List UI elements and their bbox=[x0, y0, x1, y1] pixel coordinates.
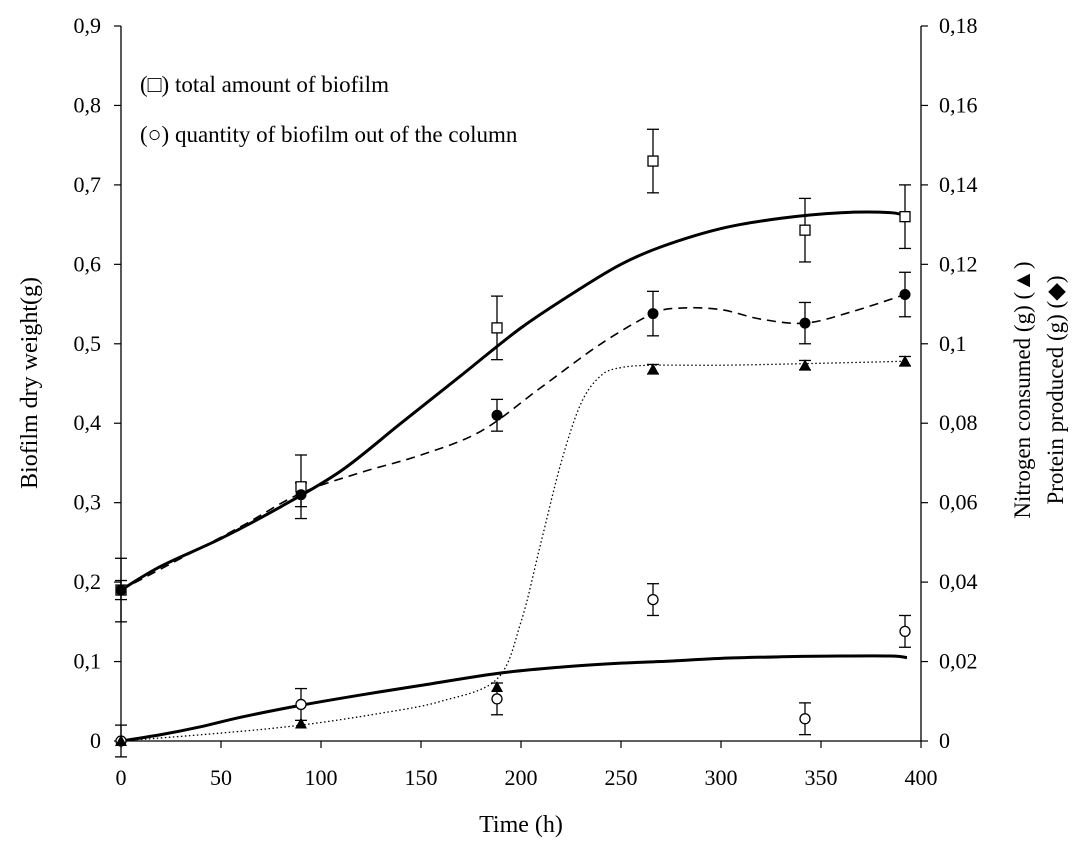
data-point-square bbox=[647, 155, 659, 167]
data-point-square bbox=[491, 322, 503, 334]
y2-axis-label-nitrogen: Nitrogen consumed (g) (▲) bbox=[1010, 261, 1035, 518]
data-point-filled-circle bbox=[899, 289, 911, 301]
data-point-filled-circle bbox=[295, 489, 307, 501]
data-point-triangle bbox=[799, 359, 811, 371]
y2-tick-label: 0,16 bbox=[939, 92, 978, 117]
data-point-triangle bbox=[647, 363, 659, 375]
data-point-open-circle bbox=[295, 698, 307, 711]
ticks: 0 50 100 150 200 250 300 350 40000,10,20,30,40,5… bbox=[74, 13, 978, 790]
y2-tick-label: 0,08 bbox=[939, 410, 978, 435]
fit-curve-solid-thick bbox=[120, 210, 908, 592]
y2-tick-label: 0,06 bbox=[939, 490, 978, 515]
x-tick-label: 50 bbox=[210, 765, 232, 790]
fit-curves bbox=[120, 210, 908, 743]
y2-tick-label: 0,14 bbox=[939, 172, 978, 197]
y2-tick-label: 0,1 bbox=[939, 331, 967, 356]
legend: (□) total amount of biofilm (○) quantity… bbox=[140, 72, 518, 147]
y-tick-label: 0,6 bbox=[74, 251, 102, 276]
data-point-open-circle bbox=[799, 713, 811, 725]
x-tick-label: 250 bbox=[605, 765, 638, 790]
y-axis-label: Biofilm dry weight(g) bbox=[17, 277, 43, 489]
data-point-square bbox=[799, 224, 811, 236]
legend-entry-total-biofilm: (□) total amount of biofilm bbox=[140, 72, 389, 97]
y2-tick-label: 0,02 bbox=[939, 649, 978, 674]
fit-curve-solid-thick bbox=[120, 654, 908, 743]
y2-tick-label: 0,18 bbox=[939, 13, 978, 38]
data-point-triangle bbox=[115, 735, 127, 746]
x-axis-label: Time (h) bbox=[479, 812, 563, 838]
x-tick-label: 350 bbox=[805, 765, 838, 790]
y-tick-label: 0,5 bbox=[74, 331, 102, 356]
legend-entry-biofilm-out: (○) quantity of biofilm out of the colum… bbox=[140, 122, 518, 147]
data-point-square bbox=[899, 211, 911, 223]
x-tick-label: 400 bbox=[905, 765, 938, 790]
data-point-filled-circle bbox=[647, 308, 659, 320]
data-point-triangle bbox=[899, 355, 911, 367]
data-point-open-circle bbox=[899, 625, 911, 638]
y-tick-label: 0,9 bbox=[74, 13, 102, 38]
data-point-triangle bbox=[491, 680, 503, 692]
y-tick-label: 0,8 bbox=[74, 92, 102, 117]
y2-tick-label: 0 bbox=[939, 728, 950, 753]
y-tick-label: 0,4 bbox=[74, 410, 102, 435]
y2-tick-label: 0,12 bbox=[939, 251, 978, 276]
fit-curve-dotted bbox=[120, 360, 906, 742]
data-point-triangle bbox=[295, 717, 307, 729]
fit-curve-dashed bbox=[120, 293, 906, 591]
data-point-open-circle bbox=[647, 593, 659, 606]
x-tick-label: 150 bbox=[405, 765, 438, 790]
y2-axis-label-protein: Protein produced (g) (◆) bbox=[1043, 275, 1068, 504]
error-bars bbox=[115, 128, 911, 758]
y2-tick-label: 0,04 bbox=[939, 569, 978, 594]
y-tick-label: 0,1 bbox=[74, 649, 102, 674]
data-markers bbox=[115, 155, 911, 747]
x-tick-label: 0 bbox=[116, 765, 127, 790]
data-point-filled-circle bbox=[491, 409, 503, 421]
data-point-open-circle bbox=[491, 693, 503, 705]
y-tick-label: 0,3 bbox=[74, 490, 102, 515]
x-tick-label: 300 bbox=[705, 765, 738, 790]
data-point-filled-circle bbox=[799, 317, 811, 329]
y-tick-label: 0,2 bbox=[74, 569, 102, 594]
y-tick-label: 0 bbox=[90, 728, 101, 753]
data-point-filled-circle bbox=[115, 584, 127, 596]
y-tick-label: 0,7 bbox=[74, 172, 102, 197]
x-tick-label: 100 bbox=[305, 765, 338, 790]
x-tick-label: 200 bbox=[505, 765, 538, 790]
